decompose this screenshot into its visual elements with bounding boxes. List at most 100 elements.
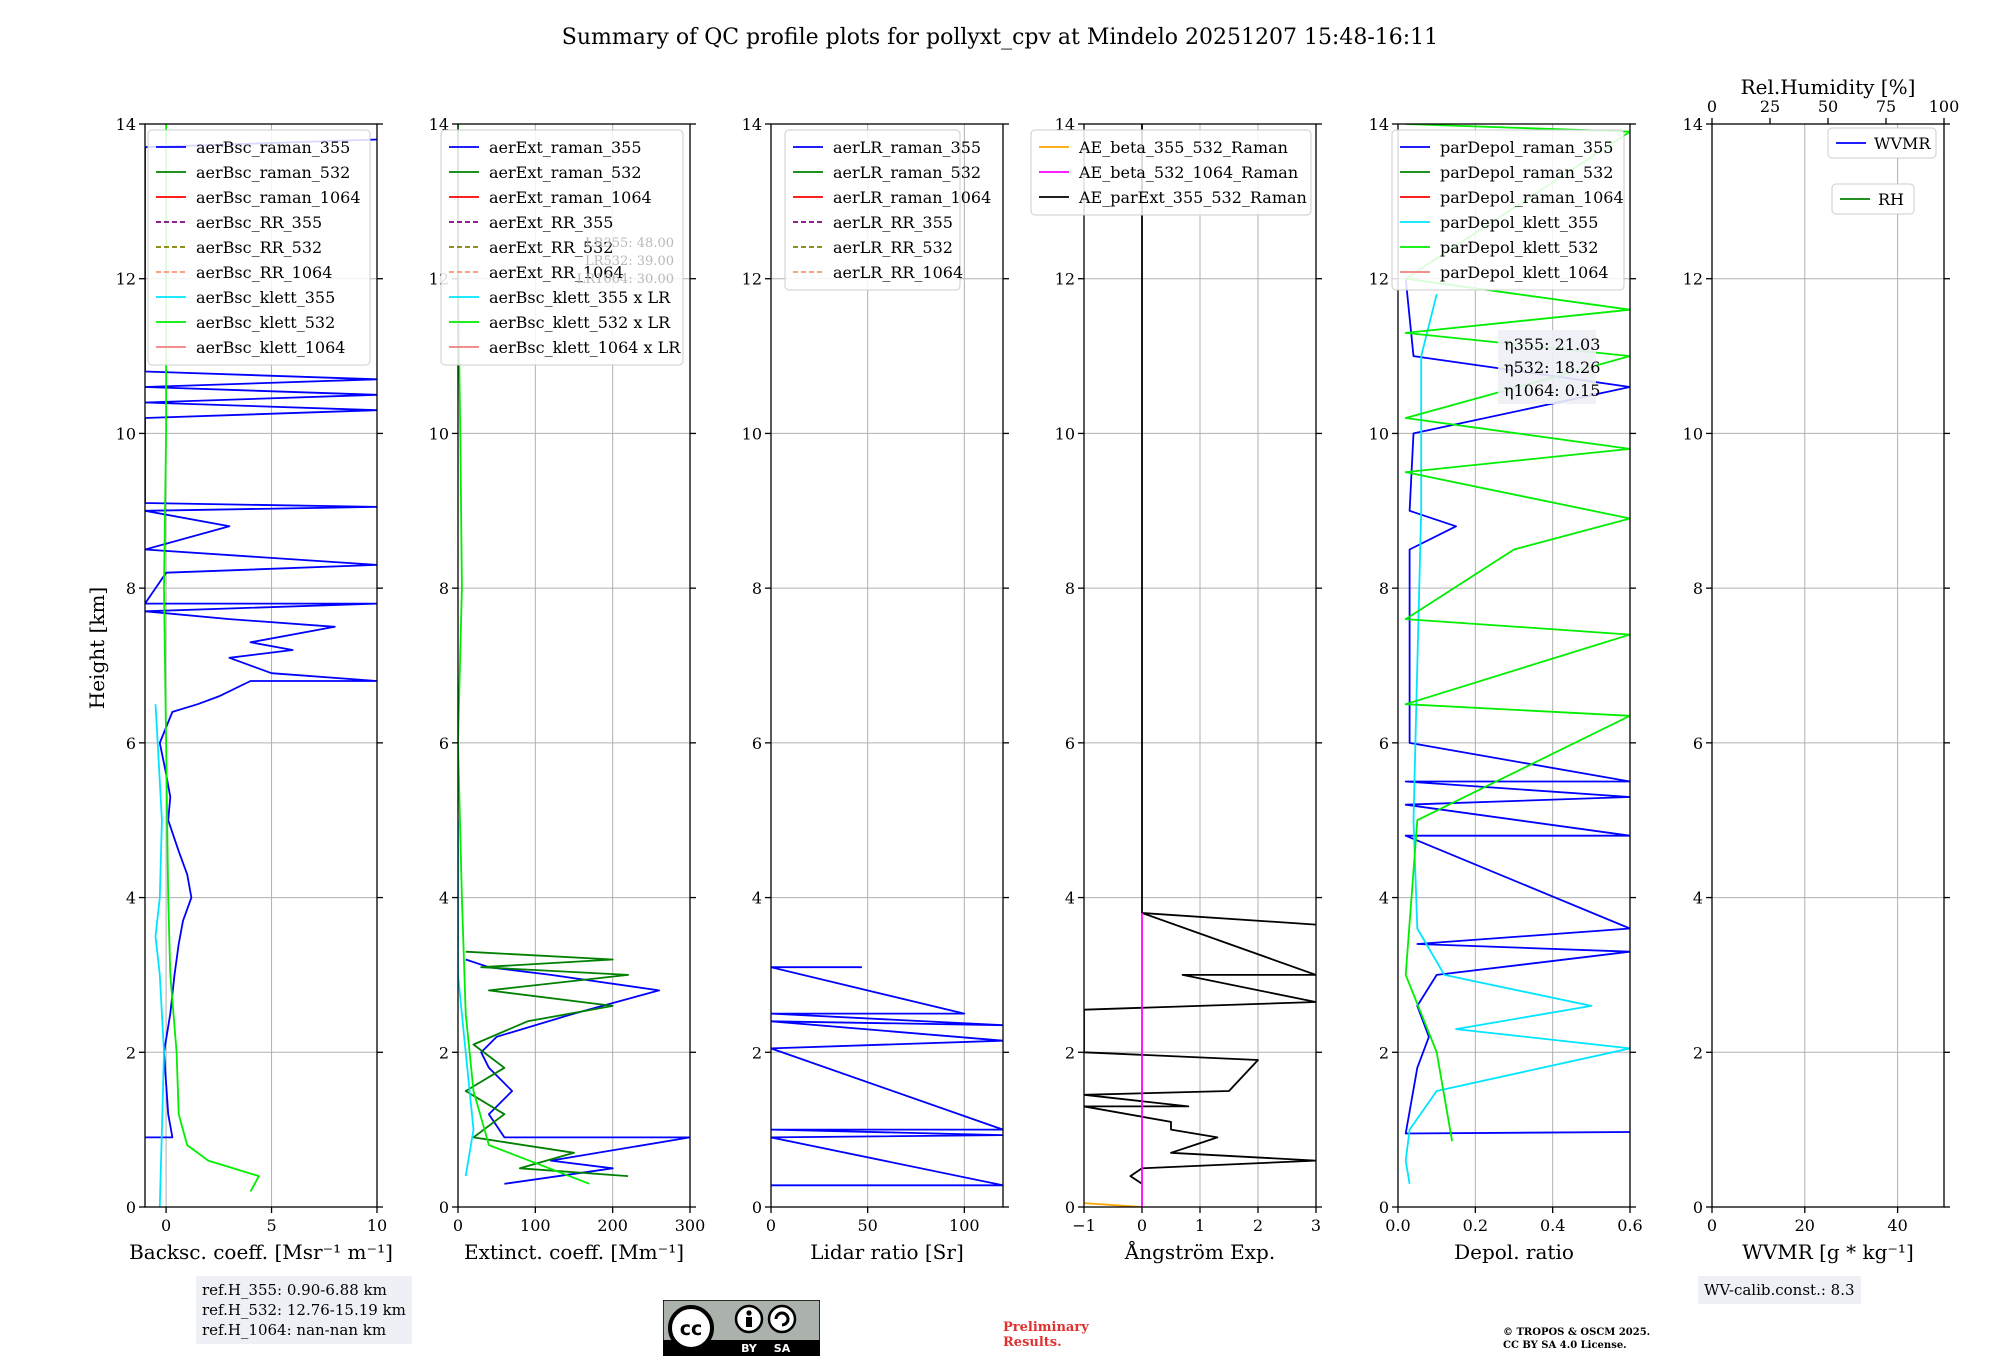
panel-bsc: 0 2 4 6 8 10 12 14 0 5 10 Backsc. coeff. [Msr⁻¹ m⁻¹… <box>116 115 393 1264</box>
legend-box <box>784 129 961 291</box>
y-tick-label: 8 <box>1693 579 1703 598</box>
copyright-line-2: CC BY SA 4.0 License. <box>1503 1340 1627 1351</box>
axes-frame <box>1397 123 1631 1208</box>
x-tick-label: 0.6 <box>1617 1216 1642 1235</box>
eta-box <box>1498 330 1596 404</box>
panel-lr: 0 2 4 6 8 10 12 14 0 50 100 Lidar ratio [Sr] aerLR_r… <box>742 115 1009 1264</box>
x-tick-label: 0 <box>1137 1216 1147 1235</box>
legend-entry: aerExt_raman_1064 <box>489 188 652 207</box>
legend-entry: aerBsc_klett_1064 <box>196 338 345 357</box>
y-tick-label: 10 <box>1369 424 1389 443</box>
lr-label: LR532: 39.00 <box>585 254 674 269</box>
eta-label: η355: 21.03 <box>1504 335 1600 354</box>
copyright-line-1: © TROPOS & OSCM 2025. <box>1503 1327 1651 1338</box>
legend-entry: aerLR_raman_1064 <box>833 188 991 207</box>
copyright-note: © TROPOS & OSCM 2025. CC BY SA 4.0 Licen… <box>1503 1326 1650 1352</box>
x-axis-label: Lidar ratio [Sr] <box>810 1240 964 1264</box>
x-tick-label: −1 <box>1072 1216 1096 1235</box>
reference-height-box: ref.H_355: 0.90-6.88 km ref.H_532: 12.76… <box>196 1276 412 1344</box>
legend-entry: AE_parExt_355_532_Raman <box>1078 188 1307 207</box>
ref-h-1064: ref.H_1064: nan-nan km <box>202 1321 387 1339</box>
x-tick-label: 0 <box>1707 1216 1717 1235</box>
x-tick-label: 0.0 <box>1385 1216 1410 1235</box>
y-tick-label: 10 <box>742 424 762 443</box>
x-tick-label: 0.2 <box>1463 1216 1488 1235</box>
eta-label: η1064: 0.15 <box>1504 381 1600 400</box>
legend-box <box>147 129 371 366</box>
top-tick-label: 50 <box>1818 97 1838 116</box>
legend-entry: parDepol_raman_1064 <box>1440 188 1624 207</box>
series-aerBsc_klett_355 x LR <box>458 820 475 1177</box>
legend-entry: aerExt_raman_532 <box>489 163 642 182</box>
series-group <box>771 966 1003 1187</box>
svg-text:BY: BY <box>741 1342 758 1355</box>
series-aerBsc_klett_532 <box>163 124 260 1192</box>
legend-entry: parDepol_klett_532 <box>1440 238 1598 257</box>
figure-title: Summary of QC profile plots for pollyxt_… <box>562 25 1438 50</box>
y-tick-label: 14 <box>1369 115 1389 134</box>
series-aerLR_raman_355 <box>771 966 1003 1187</box>
legend-box <box>440 129 684 366</box>
preliminary-results-note: Preliminary Results. <box>1003 1320 1089 1350</box>
y-tick-label: 14 <box>1055 115 1075 134</box>
y-tick-label: 4 <box>752 889 762 908</box>
x-tick-label: 0.4 <box>1540 1216 1565 1235</box>
legend-box <box>1391 129 1625 291</box>
y-tick-label: 0 <box>1379 1198 1389 1217</box>
x-tick-label: 0 <box>766 1216 776 1235</box>
legend-entry: WVMR <box>1874 134 1931 153</box>
y-tick-label: 8 <box>752 579 762 598</box>
y-tick-label: 6 <box>439 734 449 753</box>
x-tick-label: 1 <box>1195 1216 1205 1235</box>
cc-by-sa-logo: cc BY SA <box>663 1300 820 1356</box>
legend-entry: parDepol_klett_355 <box>1440 213 1598 232</box>
legend-entry: aerBsc_klett_355 <box>196 288 335 307</box>
y-axis-label: Height [km] <box>85 587 109 709</box>
y-tick-label: 12 <box>1055 270 1075 289</box>
x-tick-label: 3 <box>1311 1216 1321 1235</box>
y-tick-label: 12 <box>1369 270 1389 289</box>
y-tick-label: 0 <box>752 1198 762 1217</box>
y-tick-label: 2 <box>126 1043 136 1062</box>
legend-box <box>1030 129 1312 216</box>
y-tick-label: 14 <box>742 115 762 134</box>
y-tick-label: 2 <box>752 1043 762 1062</box>
y-tick-label: 4 <box>439 889 449 908</box>
top-tick-label: 75 <box>1876 97 1896 116</box>
legend-entry: aerBsc_RR_532 <box>196 238 322 257</box>
legend-entry: aerBsc_klett_532 <box>196 313 335 332</box>
series-AE_parExt_355_532_Raman <box>1084 124 1316 1185</box>
y-tick-label: 4 <box>126 889 136 908</box>
legend-entry: aerBsc_raman_532 <box>196 163 350 182</box>
series-group <box>145 124 377 1207</box>
y-tick-label: 14 <box>429 115 449 134</box>
x-axis-label: Extinct. coeff. [Mm⁻¹] <box>464 1240 684 1264</box>
axes-frame <box>770 123 1004 1208</box>
ref-h-355: ref.H_355: 0.90-6.88 km <box>202 1281 387 1299</box>
y-tick-label: 14 <box>116 115 136 134</box>
legend-entry: aerExt_RR_1064 <box>489 263 624 282</box>
y-tick-label: 8 <box>126 579 136 598</box>
y-tick-label: 6 <box>126 734 136 753</box>
preliminary-line-1: Preliminary <box>1003 1320 1089 1335</box>
legend-entry: aerLR_raman_355 <box>833 138 981 157</box>
x-axis-label: Ångström Exp. <box>1124 1239 1275 1264</box>
legend-entry: AE_beta_532_1064_Raman <box>1078 163 1298 182</box>
y-tick-label: 0 <box>1065 1198 1075 1217</box>
series-parDepol_raman_355 <box>1404 278 1630 1135</box>
x-tick-label: 0 <box>453 1216 463 1235</box>
y-tick-label: 12 <box>1683 270 1703 289</box>
legend-entry: aerBsc_RR_355 <box>196 213 322 232</box>
x-tick-label: 50 <box>857 1216 877 1235</box>
legend-entry: aerBsc_klett_355 x LR <box>489 288 671 307</box>
y-tick-label: 10 <box>1683 424 1703 443</box>
series-group <box>1404 124 1630 1184</box>
series-parDepol_klett_532 <box>1404 124 1630 1142</box>
y-tick-label: 14 <box>1683 115 1703 134</box>
lr-label: LR355: 48.00 <box>585 236 674 251</box>
y-tick-label: 8 <box>439 579 449 598</box>
top-tick-label: 100 <box>1929 97 1960 116</box>
series-aerBsc_raman_355 <box>145 138 377 1139</box>
